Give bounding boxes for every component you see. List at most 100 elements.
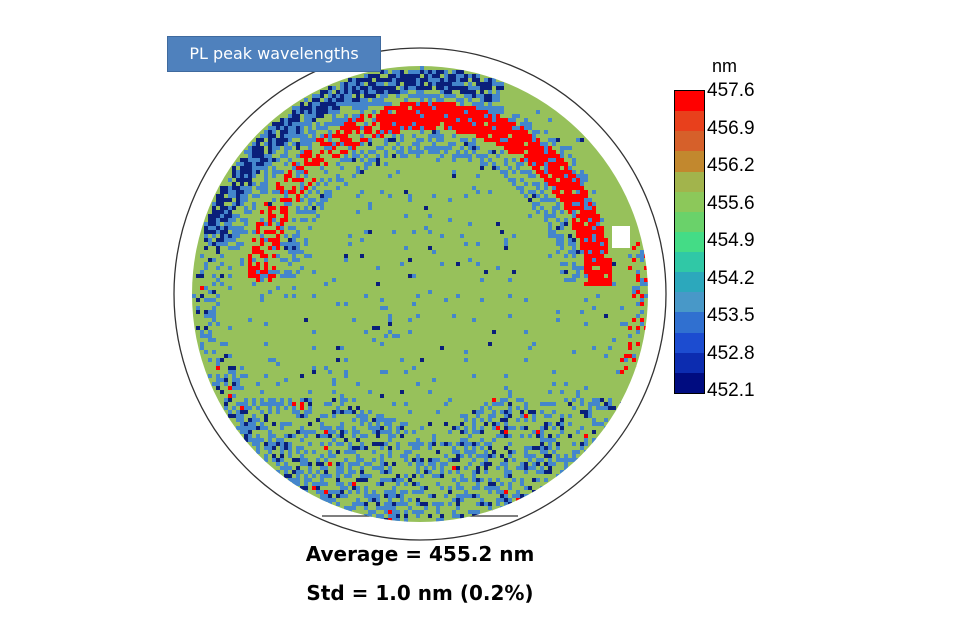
map-pixel — [396, 114, 400, 118]
map-pixel — [240, 166, 244, 170]
map-pixel — [356, 490, 360, 494]
map-pixel — [520, 150, 524, 154]
map-pixel — [312, 482, 316, 486]
map-pixel — [456, 82, 460, 86]
map-pixel — [400, 82, 404, 86]
map-pixel — [388, 110, 392, 114]
map-pixel — [208, 314, 212, 318]
map-pixel — [280, 118, 284, 122]
map-pixel — [280, 138, 284, 142]
map-pixel — [288, 226, 292, 230]
map-pixel — [556, 174, 560, 178]
map-pixel — [320, 178, 324, 182]
map-pixel — [344, 398, 348, 402]
map-pixel — [436, 98, 440, 102]
map-pixel — [488, 406, 492, 410]
map-pixel — [608, 402, 612, 406]
map-pixel — [396, 110, 400, 114]
map-pixel — [484, 126, 488, 130]
map-pixel — [488, 90, 492, 94]
map-pixel — [232, 206, 236, 210]
map-pixel — [588, 410, 592, 414]
map-pixel — [616, 370, 620, 374]
map-pixel — [244, 178, 248, 182]
map-pixel — [260, 138, 264, 142]
map-pixel — [320, 202, 324, 206]
map-pixel — [228, 394, 232, 398]
map-pixel — [640, 250, 644, 254]
map-pixel — [392, 74, 396, 78]
map-pixel — [576, 186, 580, 190]
map-pixel — [380, 458, 384, 462]
map-pixel — [292, 114, 296, 118]
map-pixel — [484, 454, 488, 458]
map-pixel — [384, 370, 388, 374]
map-pixel — [468, 82, 472, 86]
map-pixel — [260, 410, 264, 414]
map-pixel — [312, 474, 316, 478]
map-pixel — [428, 514, 432, 518]
map-pixel — [520, 434, 524, 438]
map-pixel — [232, 214, 236, 218]
map-pixel — [396, 70, 400, 74]
map-pixel — [428, 114, 432, 118]
map-pixel — [336, 490, 340, 494]
map-pixel — [288, 146, 292, 150]
map-pixel — [236, 170, 240, 174]
map-pixel — [348, 122, 352, 126]
map-pixel — [364, 506, 368, 510]
map-pixel — [244, 438, 248, 442]
map-pixel — [384, 518, 388, 522]
map-pixel — [596, 258, 600, 262]
map-pixel — [480, 406, 484, 410]
map-pixel — [452, 142, 456, 146]
map-pixel — [288, 398, 292, 402]
map-pixel — [284, 206, 288, 210]
map-pixel — [360, 502, 364, 506]
map-pixel — [472, 486, 476, 490]
map-pixel — [200, 254, 204, 258]
map-pixel — [568, 182, 572, 186]
map-pixel — [288, 446, 292, 450]
map-pixel — [580, 266, 584, 270]
map-pixel — [328, 178, 332, 182]
map-pixel — [564, 190, 568, 194]
map-pixel — [268, 206, 272, 210]
map-pixel — [580, 194, 584, 198]
map-pixel — [268, 134, 272, 138]
map-pixel — [564, 466, 568, 470]
map-pixel — [460, 486, 464, 490]
map-pixel — [392, 478, 396, 482]
map-pixel — [324, 94, 328, 98]
map-pixel — [304, 158, 308, 162]
map-pixel — [484, 134, 488, 138]
map-pixel — [396, 90, 400, 94]
map-pixel — [508, 498, 512, 502]
map-pixel — [592, 402, 596, 406]
map-pixel — [380, 514, 384, 518]
map-pixel — [244, 206, 248, 210]
map-pixel — [496, 122, 500, 126]
map-pixel — [584, 202, 588, 206]
map-pixel — [496, 114, 500, 118]
map-pixel — [276, 470, 280, 474]
map-pixel — [208, 330, 212, 334]
map-pixel — [228, 398, 232, 402]
map-pixel — [496, 402, 500, 406]
map-pixel — [500, 418, 504, 422]
map-pixel — [528, 346, 532, 350]
map-pixel — [416, 94, 420, 98]
map-pixel — [256, 194, 260, 198]
map-pixel — [556, 158, 560, 162]
map-pixel — [600, 262, 604, 266]
map-pixel — [388, 514, 392, 518]
map-pixel — [268, 138, 272, 142]
map-pixel — [212, 310, 216, 314]
map-pixel — [580, 310, 584, 314]
map-pixel — [312, 486, 316, 490]
map-pixel — [232, 374, 236, 378]
map-pixel — [412, 94, 416, 98]
map-pixel — [464, 418, 468, 422]
map-pixel — [268, 434, 272, 438]
map-pixel — [584, 450, 588, 454]
